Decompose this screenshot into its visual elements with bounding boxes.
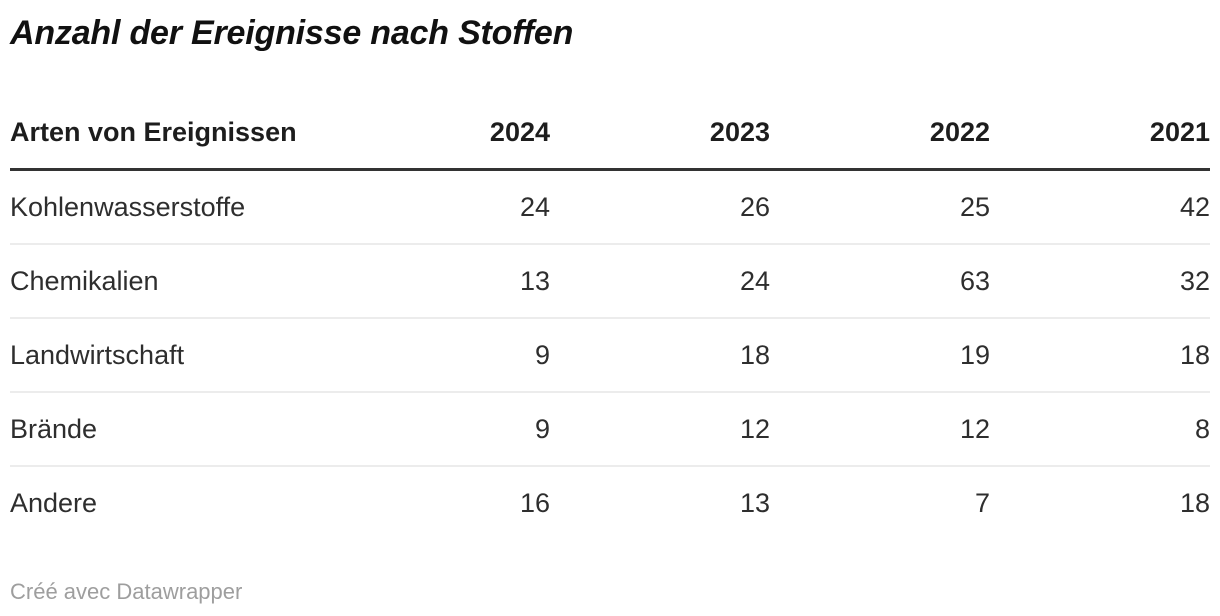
row-label: Andere bbox=[10, 488, 98, 518]
column-header-event-types: Arten von Ereignissen bbox=[10, 98, 330, 171]
cell-value: 24 bbox=[330, 169, 550, 245]
column-header-2022: 2022 bbox=[770, 98, 990, 171]
cell-value: 19 bbox=[770, 318, 990, 393]
table-row: Brände 9 12 12 8 bbox=[10, 392, 1210, 467]
cell-value: 13 bbox=[330, 244, 550, 319]
cell-value: 42 bbox=[990, 169, 1210, 245]
cell-value: 16 bbox=[519, 488, 550, 518]
column-header-2021: 2021 bbox=[990, 98, 1210, 171]
cell-value: 26 bbox=[550, 169, 770, 245]
cell-value: 7 bbox=[974, 488, 990, 518]
cell-value: 24 bbox=[550, 244, 770, 319]
cell-value: 18 bbox=[1179, 488, 1210, 518]
datawrapper-attribution-link[interactable]: Créé avec Datawrapper bbox=[10, 579, 243, 604]
cell-value: 12 bbox=[770, 392, 990, 467]
cell-value: 18 bbox=[990, 318, 1210, 393]
datawrapper-table-chart: Anzahl der Ereignisse nach Stoffen Arten… bbox=[0, 12, 1220, 616]
table-row: Landwirtschaft 9 18 19 18 bbox=[10, 318, 1210, 393]
cell-value: 8 bbox=[990, 392, 1210, 467]
data-table: Arten von Ereignissen 2024 2023 2022 202… bbox=[10, 98, 1210, 539]
row-label: Kohlenwasserstoffe bbox=[10, 169, 330, 245]
cell-value: 13 bbox=[739, 488, 770, 518]
table-row: Kohlenwasserstoffe 24 26 25 42 bbox=[10, 169, 1210, 245]
page-title: Anzahl der Ereignisse nach Stoffen bbox=[10, 14, 574, 52]
cell-value: 9 bbox=[330, 392, 550, 467]
row-label: Chemikalien bbox=[10, 244, 330, 319]
cell-value: 12 bbox=[550, 392, 770, 467]
table-row: Andere 16 13 7 18 bbox=[10, 466, 1210, 539]
cell-value: 32 bbox=[990, 244, 1210, 319]
cell-value: 9 bbox=[330, 318, 550, 393]
cell-value: 25 bbox=[770, 169, 990, 245]
row-label: Landwirtschaft bbox=[10, 318, 330, 393]
table-row: Chemikalien 13 24 63 32 bbox=[10, 244, 1210, 319]
cell-value: 18 bbox=[550, 318, 770, 393]
column-header-2024: 2024 bbox=[330, 98, 550, 171]
cell-value: 63 bbox=[770, 244, 990, 319]
table-header-row: Arten von Ereignissen 2024 2023 2022 202… bbox=[10, 98, 1210, 171]
row-label: Brände bbox=[10, 392, 330, 467]
column-header-2023: 2023 bbox=[550, 98, 770, 171]
